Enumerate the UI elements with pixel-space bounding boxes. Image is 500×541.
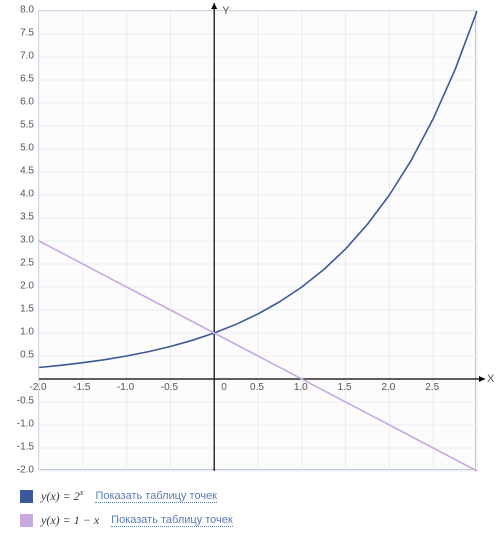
x-tick: -1.0: [117, 382, 134, 393]
y-tick: 5.0: [20, 143, 34, 154]
y-tick: -0.5: [17, 396, 34, 407]
x-tick: 2.5: [425, 382, 439, 393]
y-tick: 8.0: [20, 5, 34, 16]
chart-svg: [39, 11, 477, 471]
x-axis-label: X: [487, 373, 494, 385]
x-tick: -1.5: [73, 382, 90, 393]
legend-formula-2: y(x) = 1 − x: [41, 513, 99, 528]
y-tick: 6.0: [20, 97, 34, 108]
x-tick: 2.0: [381, 382, 395, 393]
legend-swatch-1: [20, 490, 33, 503]
y-tick: 2.5: [20, 258, 34, 269]
legend-swatch-2: [20, 514, 33, 527]
y-tick: 5.5: [20, 120, 34, 131]
y-tick: -1.0: [17, 419, 34, 430]
x-tick: 0.5: [250, 382, 264, 393]
x-tick: -2.0: [29, 382, 46, 393]
x-tick: 1.5: [338, 382, 352, 393]
y-tick: 4.0: [20, 189, 34, 200]
legend-item-2: y(x) = 1 − x Показать таблицу точек: [20, 513, 233, 528]
y-tick: 7.5: [20, 28, 34, 39]
y-tick: 3.5: [20, 212, 34, 223]
y-tick: 2.0: [20, 281, 34, 292]
x-tick: 0: [221, 382, 227, 393]
plot-area: Y X: [38, 10, 476, 470]
x-tick: -0.5: [161, 382, 178, 393]
show-table-link-1[interactable]: Показать таблицу точек: [95, 490, 217, 503]
y-tick: 3.0: [20, 235, 34, 246]
legend-formula-1: y(x) = 2x: [41, 488, 83, 504]
y-tick: 4.5: [20, 166, 34, 177]
y-tick: -1.5: [17, 442, 34, 453]
y-tick: 6.5: [20, 74, 34, 85]
y-tick: 1.0: [20, 327, 34, 338]
show-table-link-2[interactable]: Показать таблицу точек: [111, 514, 233, 527]
y-tick: 0.5: [20, 350, 34, 361]
x-tick: 1.0: [294, 382, 308, 393]
y-tick: 7.0: [20, 51, 34, 62]
chart-container: Y X -2.0 -1.5 -1.0 -0.5 0 0.5 1.0 1.5 2.0 2.5 -2.…: [0, 0, 500, 541]
y-tick: -2.0: [17, 465, 34, 476]
legend-item-1: y(x) = 2x Показать таблицу точек: [20, 488, 217, 504]
y-axis-label: Y: [222, 5, 229, 17]
y-tick: 1.5: [20, 304, 34, 315]
